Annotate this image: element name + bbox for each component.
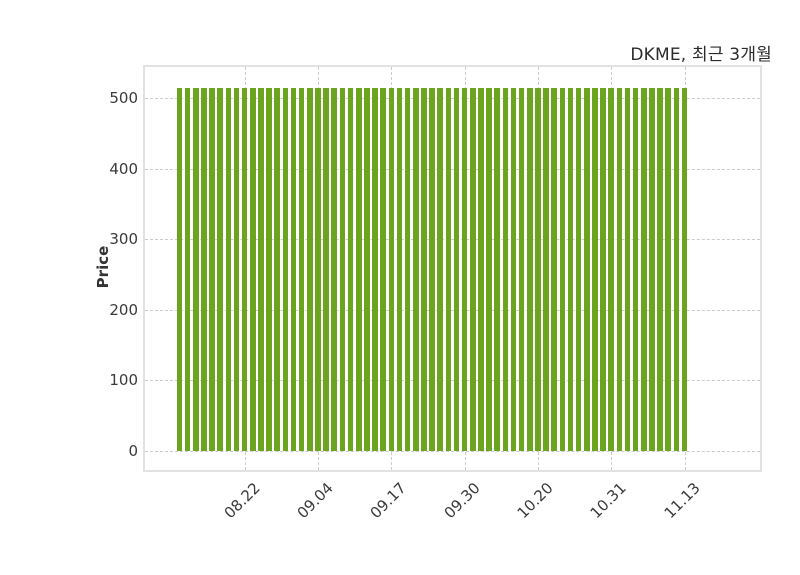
bar [241,87,248,451]
gridline-horizontal [145,98,760,100]
bar [233,87,240,451]
bar [608,87,615,451]
bar [445,87,452,451]
bar [323,87,329,451]
bar [510,87,517,451]
bar [331,87,338,451]
x-tick-label: 09.30 [440,479,484,523]
gridline-horizontal [145,309,760,311]
bar [307,87,313,451]
bar [412,87,419,451]
bar [404,87,411,451]
bar [502,87,509,451]
plot-area [143,65,762,472]
bar [616,87,623,451]
bar [681,87,688,451]
bar [641,87,647,451]
bar [673,87,680,451]
bar [282,87,289,451]
x-tick-label: 09.04 [293,479,337,523]
bar [192,87,199,451]
y-tick-label: 500 [109,89,138,108]
bar [364,87,370,451]
bar [258,87,264,451]
gridline-horizontal [145,168,760,170]
bar [665,87,672,451]
x-tick-label: 08.22 [220,479,264,523]
bar [437,87,443,451]
bar [201,87,207,451]
bar [551,87,558,451]
bar [380,87,386,451]
bar [478,87,484,451]
bar [575,87,582,451]
bar [339,87,346,451]
gridline-horizontal [145,451,760,452]
bar [567,87,574,451]
bar [584,87,590,451]
y-tick-label: 100 [109,371,138,390]
bar [396,87,403,451]
bar [461,87,468,451]
y-tick-label: 0 [128,442,138,460]
bar [429,87,435,451]
bar [372,87,378,451]
bar [592,87,598,451]
bar [388,87,395,451]
x-tick-label: 10.20 [513,479,557,523]
bar [290,87,297,451]
bar [469,87,476,451]
bar [347,87,354,451]
y-tick-label: 200 [109,300,138,319]
bar [274,87,281,451]
x-tick-label: 10.31 [586,479,630,523]
y-tick-label: 300 [109,230,138,249]
bar [421,87,427,451]
bar [535,87,541,451]
bar [225,87,232,451]
bar [657,87,663,451]
chart-title: DKME, 최근 3개월 [630,45,772,65]
bar [184,87,191,451]
gridline-horizontal [145,380,760,382]
x-tick-label: 09.17 [366,479,411,523]
bar [494,87,500,451]
bar [632,87,639,451]
bar [315,87,321,451]
bar [298,87,305,451]
bar [600,87,606,451]
bar [209,87,215,451]
bar [217,87,224,451]
bar [624,87,631,451]
bar [176,87,183,451]
y-tick-label: 400 [109,159,138,178]
bar [266,87,272,451]
bar [355,87,362,451]
bar [526,87,533,451]
gridline-horizontal [145,239,760,241]
bar [518,87,525,451]
bar [453,87,460,451]
bar [559,87,566,451]
bar [543,87,549,451]
bar [649,87,655,451]
x-tick-label: 11.13 [660,479,704,523]
bar [250,87,256,451]
bar [486,87,492,451]
